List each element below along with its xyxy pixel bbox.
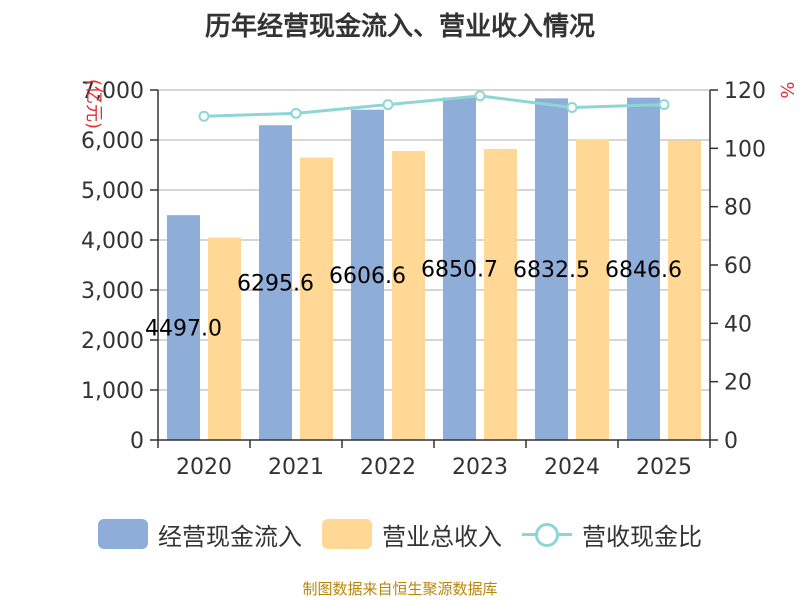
point-ratio (474, 90, 486, 102)
y-tick-label: 7,000 (81, 79, 144, 104)
legend-item-ratio[interactable]: 营收现金比 (522, 516, 702, 552)
bar-cash-inflow (259, 125, 292, 440)
bar-cash-inflow (167, 215, 200, 440)
data-label-cash: 6846.6 (605, 258, 682, 283)
y2-tick-label: 100 (724, 137, 766, 162)
y-tick-label: 3,000 (81, 279, 144, 304)
bar-revenue (668, 140, 701, 440)
y2-tick-label: 80 (724, 196, 752, 221)
y2-tick-label: 0 (724, 429, 738, 454)
y2-tick-label: 20 (724, 371, 752, 396)
data-label-cash: 6832.5 (513, 258, 590, 283)
y-tick-label: 5,000 (81, 179, 144, 204)
x-tick-label: 2021 (268, 455, 324, 480)
y-tick-label: 2,000 (81, 329, 144, 354)
chart-title: 历年经营现金流入、营业收入情况 (204, 12, 595, 42)
y-axis-label: (亿元) (83, 79, 104, 129)
x-tick-label: 2025 (636, 455, 692, 480)
legend-item-cash[interactable]: 经营现金流入 (98, 516, 302, 552)
y2-tick-label: 40 (724, 312, 752, 337)
legend-swatch-revenue (322, 519, 372, 549)
bar-cash-inflow (535, 98, 568, 440)
bar-revenue (208, 237, 241, 440)
y2-axis-label: % (776, 81, 797, 98)
legend-swatch-cash (98, 519, 148, 549)
legend-label-cash: 经营现金流入 (158, 522, 302, 551)
data-label-cash: 4497.0 (145, 317, 222, 342)
x-tick-label: 2020 (176, 455, 232, 480)
bar-cash-inflow (627, 97, 660, 441)
x-tick-label: 2023 (452, 455, 508, 480)
bar-cash-inflow (443, 97, 476, 440)
point-ratio (658, 99, 670, 111)
data-label-cash: 6850.7 (421, 258, 498, 283)
point-ratio (566, 102, 578, 113)
x-tick-label: 2024 (544, 455, 600, 480)
legend-label-ratio: 营收现金比 (582, 522, 702, 551)
legend: 经营现金流入 营业总收入 营收现金比 (0, 516, 800, 556)
source-note: 制图数据来自恒生聚源数据库 (302, 580, 498, 598)
bar-revenue (576, 139, 609, 440)
y-tick-label: 1,000 (81, 379, 144, 404)
point-ratio (198, 110, 210, 122)
line-ratio (203, 94, 665, 118)
y2-tick-label: 60 (724, 254, 752, 279)
x-tick-label: 2022 (360, 455, 416, 480)
bar-cash-inflow (351, 109, 384, 441)
data-label-cash: 6606.6 (329, 264, 406, 289)
data-label-cash: 6295.6 (237, 272, 314, 297)
y-tick-label: 4,000 (81, 229, 144, 254)
point-ratio (382, 99, 394, 111)
bar-revenue (300, 157, 333, 440)
legend-label-revenue: 营业总收入 (382, 522, 502, 551)
bar-revenue (484, 149, 517, 440)
bar-revenue (392, 151, 425, 440)
y2-tick-label: 120 (724, 79, 766, 104)
point-ratio (290, 107, 302, 119)
y-tick-label: 0 (130, 429, 144, 454)
legend-item-revenue[interactable]: 营业总收入 (322, 516, 502, 552)
y-tick-label: 6,000 (81, 129, 144, 154)
legend-swatch-ratio (522, 519, 572, 549)
